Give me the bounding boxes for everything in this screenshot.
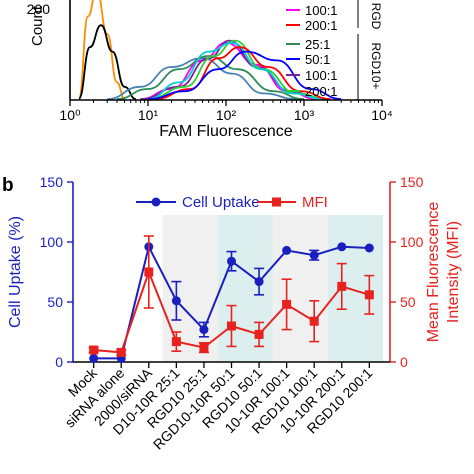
data-point <box>337 281 347 291</box>
data-point <box>282 245 292 255</box>
panel-b-series <box>88 235 375 363</box>
panel-a-x-ticks: 10⁰ 10¹ 10² 10³ 10⁴ <box>59 100 393 123</box>
left-y-tick-label: 100 <box>40 234 64 250</box>
legend-group-rgd-label: RGD <box>369 3 383 30</box>
panel-a-ytick-label: 200 <box>27 1 51 17</box>
data-point <box>364 243 374 253</box>
data-point <box>199 343 209 353</box>
legend-label: 100:1 <box>305 3 338 18</box>
panel-b-axis-ticks: 0 0 50 50 100 100 150 150 <box>40 174 424 370</box>
data-point <box>309 316 319 326</box>
data-point <box>171 296 181 306</box>
data-point <box>89 345 99 355</box>
histogram-curve-0 <box>78 0 125 100</box>
right-y-tick-label: 0 <box>400 354 408 370</box>
panel-a-x-tick-label: 10³ <box>294 107 315 123</box>
panel-a-histogram: Count 200 10⁰ 10¹ 10² 10³ 10⁴ FAM Fluorescen… <box>27 0 393 140</box>
left-y-tick-label: 0 <box>55 354 63 370</box>
left-y-tick-label: 50 <box>47 294 63 310</box>
panel-a-x-tick-label: 10⁴ <box>371 107 393 123</box>
panel-a-xlabel: FAM Fluorescence <box>159 123 292 140</box>
legend-marker-mfi <box>272 197 281 207</box>
legend-marker-cell-uptake <box>151 197 161 207</box>
legend-group-rgd10-label: RGD10+ <box>369 42 383 89</box>
right-y-tick-label: 100 <box>400 234 424 250</box>
histogram-curve-1 <box>78 24 137 100</box>
data-point <box>171 337 181 347</box>
legend-label: 200:1 <box>305 84 338 99</box>
panel-b-label: b <box>2 175 14 196</box>
shaded-band <box>272 215 328 362</box>
histogram-curve-2 <box>107 57 297 100</box>
panel-b-ylabel: Cell Uptake (%) <box>7 216 24 328</box>
data-point <box>89 353 99 363</box>
data-point <box>227 321 236 331</box>
histogram-curve-8 <box>154 46 331 100</box>
data-point <box>282 299 292 309</box>
legend-label: 200:1 <box>305 18 338 33</box>
shaded-band <box>217 215 273 362</box>
legend-label-cell-uptake: Cell Uptake <box>182 194 260 211</box>
panel-a-x-tick-label: 10¹ <box>138 107 159 123</box>
data-point <box>254 277 264 287</box>
left-y-tick-label: 150 <box>40 174 64 190</box>
panel-b-chart: b 0 0 50 50 100 100 150 150 Cell Uptake (%) Mea… <box>2 174 462 453</box>
histogram-curve-7 <box>147 41 324 100</box>
right-y-tick-label: 50 <box>400 294 416 310</box>
histogram-curve-9 <box>147 50 342 100</box>
legend-label-mfi: MFI <box>302 194 328 211</box>
data-point <box>364 290 374 300</box>
histogram-curve-3 <box>116 55 305 100</box>
panel-a-x-tick-label: 10⁰ <box>59 107 81 123</box>
legend-label: 50:1 <box>305 52 330 67</box>
shaded-band <box>327 215 384 362</box>
panel-a-ylabel: Count <box>29 5 46 46</box>
data-point <box>337 242 347 252</box>
data-point <box>144 267 154 277</box>
legend-label: 25:1 <box>305 37 330 52</box>
panel-a-x-tick-label: 10² <box>216 107 237 123</box>
data-point <box>199 325 209 335</box>
data-point <box>309 250 319 260</box>
data-point <box>227 256 236 266</box>
panel-b-y2label-line2: Intensity (MFI) <box>445 221 462 323</box>
right-y-tick-label: 150 <box>400 174 424 190</box>
panel-b-y2label-line1: Mean Fluorescence <box>425 202 442 343</box>
data-point <box>254 329 264 339</box>
data-point <box>116 347 126 357</box>
legend-label: 100:1 <box>305 68 338 83</box>
panel-a-curves <box>78 0 342 100</box>
